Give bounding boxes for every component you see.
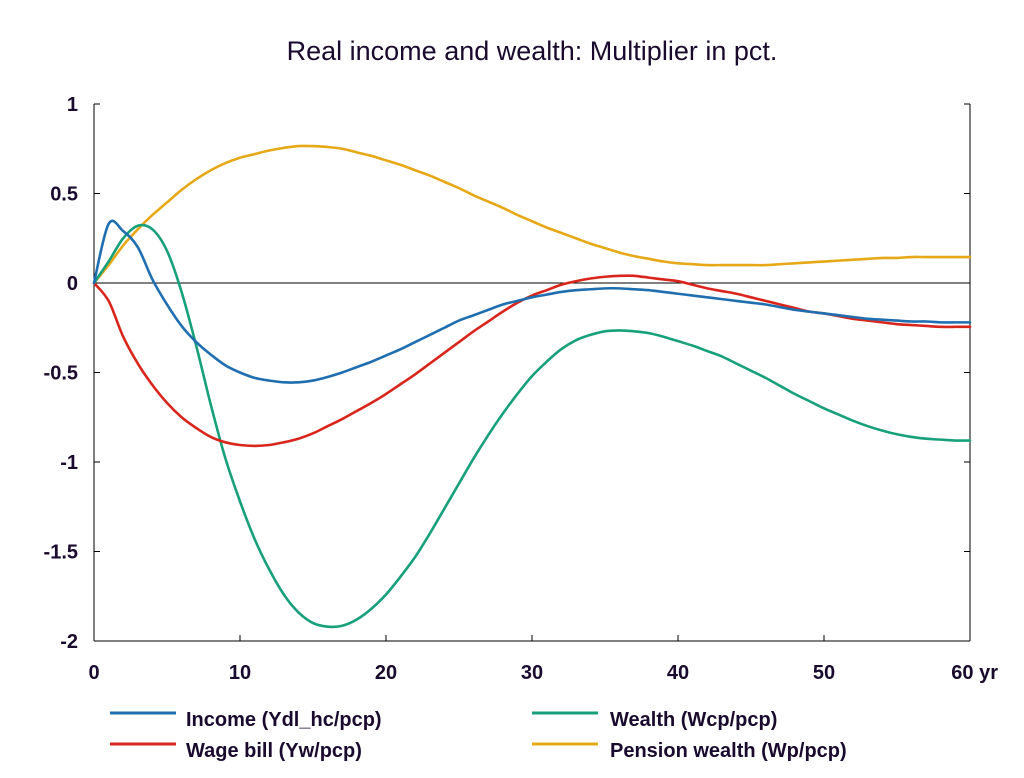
legend-label: Pension wealth (Wp/pcp) bbox=[610, 740, 847, 762]
y-tick-label: 1 bbox=[67, 94, 78, 116]
series-line-3 bbox=[92, 144, 972, 285]
x-tick-label: 60 yr bbox=[951, 662, 998, 684]
x-tick-label: 50 bbox=[813, 662, 835, 684]
y-axis-ticks: 1 0.5 0 -0.5 -1 -1.5 -2 bbox=[44, 94, 970, 653]
x-axis-ticks: 0 10 20 30 40 50 60 yr bbox=[88, 635, 998, 684]
x-tick-label: 40 bbox=[667, 662, 689, 684]
x-tick-label: 10 bbox=[229, 662, 251, 684]
y-tick-label: 0.5 bbox=[50, 184, 78, 206]
y-tick-label: 0 bbox=[67, 273, 78, 295]
plot-frame bbox=[93, 104, 971, 642]
series-line-0 bbox=[92, 219, 972, 384]
y-tick-label: -2 bbox=[60, 631, 78, 653]
y-tick-label: -0.5 bbox=[44, 363, 78, 385]
legend-label: Wealth (Wcp/pcp) bbox=[610, 709, 777, 731]
legend-label: Wage bill (Yw/pcp) bbox=[186, 740, 362, 762]
series-line-2 bbox=[92, 223, 972, 629]
chart-title: Real income and wealth: Multiplier in pc… bbox=[287, 36, 778, 66]
x-tick-label: 20 bbox=[375, 662, 397, 684]
legend-label: Income (Ydl_hc/pcp) bbox=[186, 709, 382, 731]
x-tick-label: 0 bbox=[88, 662, 99, 684]
y-tick-label: -1 bbox=[60, 452, 78, 474]
series-lines bbox=[92, 144, 972, 629]
x-tick-label: 30 bbox=[521, 662, 543, 684]
y-tick-label: -1.5 bbox=[44, 542, 78, 564]
legend: Income (Ydl_hc/pcp) Wealth (Wcp/pcp) Wage … bbox=[110, 709, 847, 762]
series-line-1 bbox=[92, 274, 972, 448]
